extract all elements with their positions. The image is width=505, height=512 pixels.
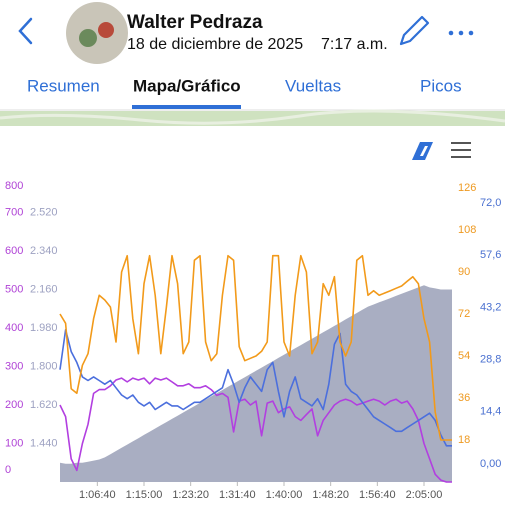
tab[interactable]: Picos [420, 76, 462, 95]
y-tick-label: 300 [5, 360, 23, 372]
y-tick-label: 2.340 [30, 245, 58, 257]
map-road [0, 109, 505, 125]
y-tick-label: 0,00 [480, 458, 501, 470]
y-tick-label: 1.980 [30, 322, 58, 334]
y-tick-label: 18 [458, 434, 470, 446]
y-tick-label: 28,8 [480, 353, 501, 365]
y-tick-label: 1.800 [30, 360, 58, 372]
tab-bar: Resumen Mapa/Gráfico Vueltas Picos [27, 76, 462, 109]
series-line [59, 254, 452, 441]
y-tick-label: 700 [5, 206, 23, 218]
y-tick-label: 108 [458, 224, 476, 236]
y-tick-label: 2.160 [30, 283, 58, 295]
y-tick-label: 90 [458, 266, 470, 278]
menu-button[interactable] [451, 142, 471, 158]
x-tick-label: 2:05:00 [406, 489, 443, 501]
y-tick-label: 1.440 [30, 437, 58, 449]
chart: 0 100 200 300 400 500 600 700 800 1.440 1.620 1.800… [5, 180, 501, 501]
y-tick-label: 72 [458, 308, 470, 320]
y-tick-label: 14,4 [480, 406, 501, 418]
y-tick-label: 800 [5, 180, 23, 192]
y-tick-label: 1.620 [30, 399, 58, 411]
y-tick-label: 2.520 [30, 206, 58, 218]
x-tick-label: 1:15:00 [126, 489, 163, 501]
avatar-detail [79, 29, 97, 47]
y-tick-label: 400 [5, 322, 23, 334]
y-tick-label: 600 [5, 245, 23, 257]
tab[interactable]: Vueltas [285, 76, 341, 95]
tab[interactable]: Resumen [27, 76, 100, 95]
map-strip [0, 111, 505, 126]
x-tick-label: 1:31:40 [219, 489, 256, 501]
edit-button[interactable] [399, 15, 430, 46]
x-tick-label: 1:23:20 [172, 489, 209, 501]
x-tick-label: 1:06:40 [79, 489, 116, 501]
chart-type-button[interactable] [412, 142, 433, 160]
avatar-detail [98, 22, 114, 38]
back-button[interactable] [18, 17, 33, 45]
y-tick-label: 126 [458, 182, 476, 194]
activity-date: 18 de diciembre de 2025 [127, 36, 303, 53]
y-tick-label: 72,0 [480, 197, 501, 209]
tab[interactable]: Mapa/Gráfico [133, 76, 241, 95]
y-tick-label: 100 [5, 437, 23, 449]
x-tick-label: 1:48:20 [312, 489, 349, 501]
series-line [59, 377, 452, 483]
y-tick-label: 43,2 [480, 301, 501, 313]
y-tick-label: 57,6 [480, 249, 501, 261]
activity-time: 7:17 a.m. [321, 36, 388, 53]
avatar[interactable] [66, 2, 128, 64]
athlete-name: Walter Pedraza [127, 12, 263, 33]
y-tick-label: 54 [458, 350, 470, 362]
y-tick-label: 0 [5, 464, 11, 476]
series-line [59, 329, 452, 447]
x-tick-label: 1:40:00 [266, 489, 303, 501]
y-tick-label: 200 [5, 399, 23, 411]
active-tab-indicator [132, 105, 241, 109]
more-button[interactable] [448, 30, 474, 36]
x-tick-label: 1:56:40 [359, 489, 396, 501]
y-tick-label: 500 [5, 283, 23, 295]
y-tick-label: 36 [458, 392, 470, 404]
